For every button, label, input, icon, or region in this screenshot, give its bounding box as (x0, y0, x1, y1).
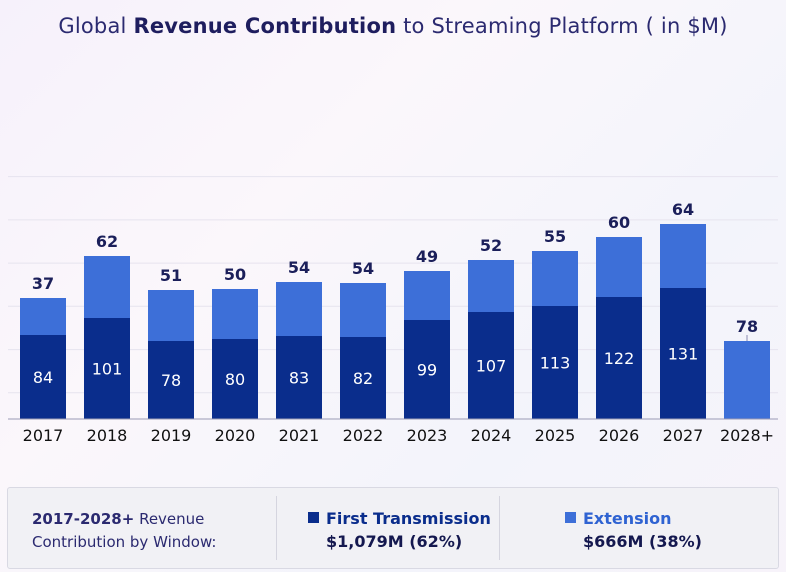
bar-label-extension: 54 (288, 258, 310, 277)
bar-label-extension: 37 (32, 274, 54, 293)
bar-label-extension: 50 (224, 265, 246, 284)
bar-label-extension: 64 (672, 200, 694, 219)
bar-extension (20, 298, 66, 335)
bar-extension (404, 271, 450, 320)
bar-label-extension: 55 (544, 227, 566, 246)
bar-label-first-transmission: 107 (476, 357, 507, 376)
bar-label-first-transmission: 131 (668, 345, 699, 364)
x-tick-label: 2028+ (720, 426, 774, 445)
x-tick-label: 2024 (471, 426, 512, 445)
bar-first-transmission (20, 335, 66, 419)
bar-label-first-transmission: 80 (225, 370, 245, 389)
bar-extension (84, 256, 130, 318)
x-tick-label: 2026 (599, 426, 640, 445)
x-tick-label: 2021 (279, 426, 320, 445)
bar-label-extension: 60 (608, 213, 630, 232)
x-tick-label: 2025 (535, 426, 576, 445)
summary-divider (276, 496, 277, 560)
bar-extension (340, 283, 386, 337)
bar-first-transmission (532, 306, 578, 419)
bar-extension (148, 290, 194, 341)
x-tick-label: 2027 (663, 426, 704, 445)
bar-extension (468, 260, 514, 312)
bar-first-transmission (340, 337, 386, 419)
bar-label-extension: 78 (736, 317, 758, 336)
legend-extension: Extension $666M (38%) (565, 508, 702, 554)
bar-extension (276, 282, 322, 336)
bar-first-transmission (660, 288, 706, 419)
x-tick-label: 2017 (23, 426, 64, 445)
chart-title: Global Revenue Contribution to Streaming… (0, 14, 786, 38)
bar-label-first-transmission: 78 (161, 371, 181, 390)
title-suffix: to Streaming Platform ( in $M) (396, 14, 728, 38)
first-transmission-name: First Transmission (326, 509, 491, 528)
bar-first-transmission (148, 341, 194, 419)
bar-label-extension: 54 (352, 259, 374, 278)
bar-first-transmission (276, 336, 322, 419)
bar-label-first-transmission: 82 (353, 369, 373, 388)
bar-extension (660, 224, 706, 288)
bar-extension (596, 237, 642, 297)
summary-panel: 2017-2028+ Revenue Contribution by Windo… (7, 487, 779, 569)
bar-label-extension: 52 (480, 236, 502, 255)
bar-first-transmission (84, 318, 130, 419)
x-tick-label: 2019 (151, 426, 192, 445)
first-transmission-swatch (308, 512, 319, 523)
bar-extension (532, 251, 578, 306)
extension-name: Extension (583, 509, 672, 528)
extension-value: $666M (38%) (583, 532, 702, 551)
summary-label-rest: Revenue (134, 510, 205, 528)
summary-period: 2017-2028+ (32, 510, 135, 528)
bar-label-first-transmission: 122 (604, 349, 635, 368)
first-transmission-value: $1,079M (62%) (326, 532, 463, 551)
x-tick-label: 2023 (407, 426, 448, 445)
bar-first-transmission (404, 320, 450, 419)
x-tick-label: 2022 (343, 426, 384, 445)
bar-label-first-transmission: 99 (417, 361, 437, 380)
bar-label-first-transmission: 101 (92, 360, 123, 379)
bar-label-first-transmission: 113 (540, 354, 571, 373)
bar-first-transmission (468, 312, 514, 419)
x-tick-label: 2020 (215, 426, 256, 445)
bar-first-transmission (212, 339, 258, 419)
summary-label-line2: Contribution by Window: (32, 533, 217, 551)
bar-label-first-transmission: 84 (33, 368, 53, 387)
title-prefix: Global (58, 14, 134, 38)
bar-extension (212, 289, 258, 339)
bar-label-extension: 49 (416, 247, 438, 266)
summary-divider (499, 496, 500, 560)
stacked-bar-chart: 84 37 2017 101 62 2018 78 51 2019 80 50 2020 83 54 202… (8, 176, 778, 445)
bar-label-first-transmission: 83 (289, 369, 309, 388)
title-bold: Revenue Contribution (133, 14, 397, 38)
extension-swatch (565, 512, 576, 523)
bar-first-transmission (596, 297, 642, 419)
bar-label-extension: 62 (96, 232, 118, 251)
legend-first-transmission: First Transmission $1,079M (62%) (308, 508, 491, 554)
x-tick-label: 2018 (87, 426, 128, 445)
bar-label-extension: 51 (160, 266, 182, 285)
summary-label: 2017-2028+ Revenue Contribution by Windo… (32, 508, 272, 554)
bar-extension (724, 341, 770, 419)
